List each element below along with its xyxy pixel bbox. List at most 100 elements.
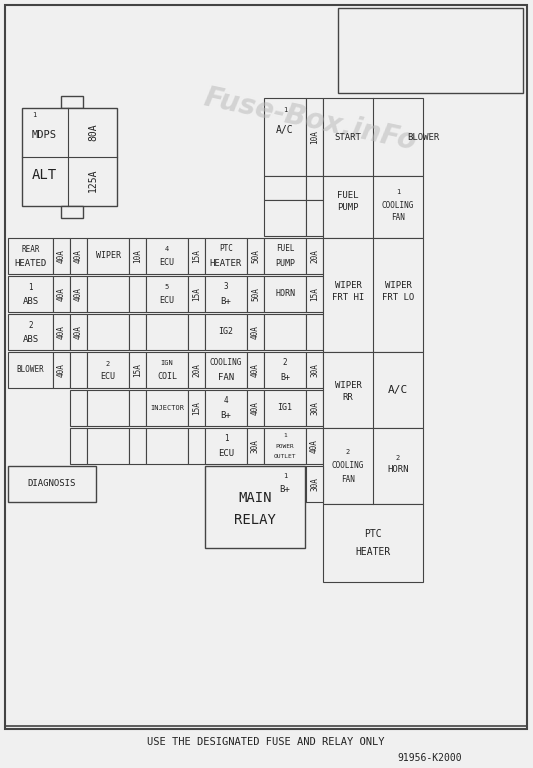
Text: FRT LO: FRT LO [382, 293, 414, 303]
Text: 40A: 40A [74, 325, 83, 339]
Text: ABS: ABS [22, 296, 38, 306]
Bar [247, 314, 264, 350]
Bar [205, 428, 247, 464]
Text: ECU: ECU [159, 258, 174, 267]
Bar [264, 238, 306, 274]
Text: B+: B+ [280, 485, 290, 495]
Bar [188, 276, 205, 312]
Text: 1: 1 [224, 434, 228, 443]
Text: COOLING: COOLING [332, 462, 364, 471]
Bar [188, 238, 205, 274]
Text: 1: 1 [28, 283, 33, 292]
Text: 50A: 50A [251, 249, 260, 263]
Text: 91956-K2000: 91956-K2000 [398, 753, 462, 763]
Text: WIPER: WIPER [385, 280, 411, 290]
Text: 20A: 20A [310, 249, 319, 263]
Text: RR: RR [343, 393, 353, 402]
Bar [247, 276, 264, 312]
Text: WIPER: WIPER [335, 380, 361, 389]
Bar [87, 390, 129, 426]
Text: WIPER: WIPER [95, 251, 120, 260]
Text: FUEL: FUEL [337, 190, 359, 200]
Text: 40A: 40A [251, 363, 260, 377]
Bar [205, 352, 247, 388]
Text: 40A: 40A [57, 287, 66, 301]
Bar [306, 276, 323, 312]
Bar [306, 390, 323, 426]
Text: 15A: 15A [192, 401, 201, 415]
Bar [146, 238, 188, 274]
Text: 4: 4 [165, 246, 169, 252]
Bar [8, 314, 53, 350]
Bar [205, 314, 247, 350]
Bar [8, 352, 53, 388]
Text: ALT: ALT [31, 168, 56, 182]
Text: 15A: 15A [192, 249, 201, 263]
Bar [264, 466, 306, 502]
Text: B+: B+ [221, 411, 231, 419]
Text: 40A: 40A [57, 249, 66, 263]
Text: IGN: IGN [160, 359, 173, 366]
Text: FAN: FAN [391, 213, 405, 221]
Text: FAN: FAN [218, 372, 234, 382]
Text: Fuse-Box.inFo: Fuse-Box.inFo [201, 84, 419, 156]
Text: USE THE DESIGNATED FUSE AND RELAY ONLY: USE THE DESIGNATED FUSE AND RELAY ONLY [147, 737, 385, 747]
Text: 5: 5 [165, 284, 169, 290]
Text: 40A: 40A [74, 287, 83, 301]
Text: PUMP: PUMP [275, 259, 295, 268]
Bar [306, 352, 323, 388]
Text: 10A: 10A [133, 249, 142, 263]
Bar [70, 390, 87, 426]
Bar [323, 428, 423, 504]
Bar [53, 238, 70, 274]
Bar [53, 276, 70, 312]
Bar [129, 238, 146, 274]
Bar [306, 176, 323, 200]
Text: 4: 4 [224, 396, 228, 406]
Bar [188, 428, 205, 464]
Bar [306, 200, 323, 236]
Text: MAIN: MAIN [238, 491, 272, 505]
Bar [306, 428, 323, 464]
Text: MDPS: MDPS [31, 130, 56, 140]
Bar [70, 314, 87, 350]
Bar [8, 238, 53, 274]
Bar [323, 352, 423, 428]
Bar [306, 466, 323, 502]
Text: PTC: PTC [219, 244, 233, 253]
Bar [247, 390, 264, 426]
Text: 15A: 15A [133, 363, 142, 377]
Text: 20A: 20A [192, 363, 201, 377]
Bar [323, 98, 423, 176]
Text: A/C: A/C [388, 385, 408, 395]
Text: ECU: ECU [218, 449, 234, 458]
Bar [61, 206, 83, 218]
Bar [53, 314, 70, 350]
Text: 1: 1 [396, 189, 400, 195]
Text: 2: 2 [346, 449, 350, 455]
Bar [70, 352, 87, 388]
Text: 50A: 50A [251, 287, 260, 301]
Text: COIL: COIL [157, 372, 177, 381]
Text: BLOWER: BLOWER [17, 366, 44, 375]
Text: 3: 3 [224, 283, 228, 291]
Bar [188, 352, 205, 388]
Text: IG2: IG2 [219, 327, 233, 336]
Text: 30A: 30A [310, 401, 319, 415]
Text: 40A: 40A [74, 249, 83, 263]
Text: PUMP: PUMP [337, 204, 359, 213]
Text: POWER: POWER [276, 443, 294, 449]
Bar [87, 276, 129, 312]
Text: ABS: ABS [22, 335, 38, 344]
Bar [323, 504, 423, 582]
Bar [205, 238, 247, 274]
Bar [70, 276, 87, 312]
Text: COOLING: COOLING [382, 200, 414, 210]
Bar [146, 390, 188, 426]
Bar [264, 428, 306, 464]
Bar [129, 276, 146, 312]
Text: 80A: 80A [88, 123, 98, 141]
Bar [129, 428, 146, 464]
Bar [247, 428, 264, 464]
Bar [146, 276, 188, 312]
